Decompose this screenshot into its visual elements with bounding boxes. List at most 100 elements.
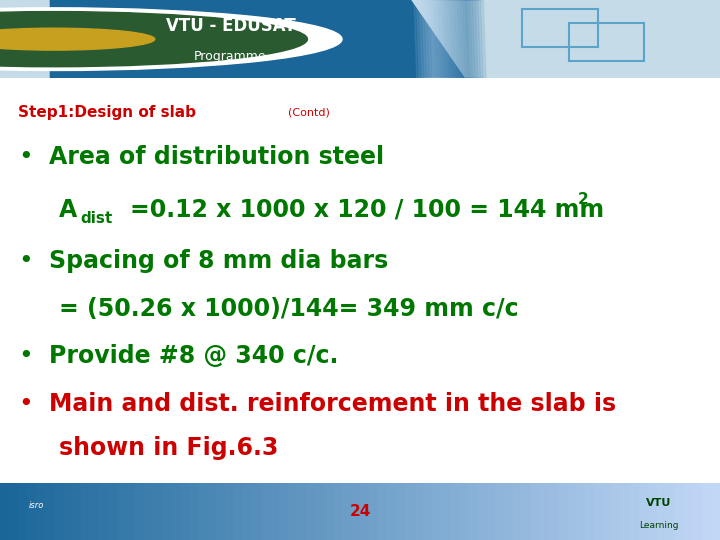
- Polygon shape: [50, 0, 464, 78]
- Bar: [576, 483, 585, 540]
- Bar: [144, 483, 153, 540]
- Bar: [459, 483, 468, 540]
- Text: •: •: [18, 248, 32, 273]
- Text: Main and dist. reinforcement in the slab is: Main and dist. reinforcement in the slab…: [49, 393, 616, 416]
- Polygon shape: [438, 0, 459, 78]
- Text: A: A: [59, 198, 77, 222]
- Text: Programme: Programme: [194, 50, 266, 63]
- Bar: [72, 483, 81, 540]
- Polygon shape: [465, 0, 486, 78]
- Bar: [108, 483, 117, 540]
- Text: •: •: [18, 344, 32, 368]
- Bar: [369, 483, 378, 540]
- Bar: [18, 483, 27, 540]
- Text: isro: isro: [28, 502, 44, 510]
- Text: 2: 2: [577, 192, 588, 207]
- Circle shape: [0, 11, 307, 67]
- Text: shown in Fig.6.3: shown in Fig.6.3: [59, 436, 279, 460]
- Bar: [234, 483, 243, 540]
- Bar: [243, 483, 252, 540]
- Bar: [225, 483, 234, 540]
- Bar: [585, 483, 594, 540]
- Bar: [639, 483, 648, 540]
- Bar: [189, 483, 198, 540]
- Polygon shape: [414, 0, 435, 78]
- Bar: [0, 483, 9, 540]
- Bar: [693, 483, 702, 540]
- Bar: [630, 483, 639, 540]
- Bar: [603, 483, 612, 540]
- Bar: [207, 483, 216, 540]
- Polygon shape: [457, 0, 478, 78]
- Polygon shape: [428, 0, 448, 78]
- Text: Spacing of 8 mm dia bars: Spacing of 8 mm dia bars: [49, 248, 388, 273]
- Bar: [441, 483, 450, 540]
- Polygon shape: [436, 0, 456, 78]
- Bar: [279, 483, 288, 540]
- Text: Step1:Design of slab: Step1:Design of slab: [18, 105, 196, 120]
- Bar: [684, 483, 693, 540]
- Bar: [477, 483, 486, 540]
- Text: =0.12 x 1000 x 120 / 100 = 144 mm: =0.12 x 1000 x 120 / 100 = 144 mm: [130, 198, 604, 222]
- Circle shape: [0, 8, 342, 71]
- Bar: [135, 483, 144, 540]
- Bar: [360, 483, 369, 540]
- Bar: [288, 483, 297, 540]
- Bar: [648, 483, 657, 540]
- Bar: [567, 483, 576, 540]
- Text: = (50.26 x 1000)/144= 349 mm c/c: = (50.26 x 1000)/144= 349 mm c/c: [59, 297, 518, 321]
- Bar: [513, 483, 522, 540]
- Bar: [306, 483, 315, 540]
- Bar: [153, 483, 162, 540]
- Bar: [594, 483, 603, 540]
- Bar: [414, 483, 423, 540]
- Bar: [396, 483, 405, 540]
- Text: VTU - EDUSAT: VTU - EDUSAT: [166, 17, 295, 35]
- Bar: [666, 483, 675, 540]
- Polygon shape: [454, 0, 475, 78]
- Bar: [342, 483, 351, 540]
- Bar: [531, 483, 540, 540]
- Bar: [198, 483, 207, 540]
- Polygon shape: [433, 0, 454, 78]
- Bar: [675, 483, 684, 540]
- Bar: [540, 483, 549, 540]
- Text: •: •: [18, 145, 32, 169]
- Text: VTU: VTU: [646, 498, 672, 508]
- Text: •: •: [18, 393, 32, 416]
- Polygon shape: [419, 0, 440, 78]
- Polygon shape: [430, 0, 451, 78]
- Polygon shape: [446, 0, 467, 78]
- Text: 24: 24: [349, 504, 371, 519]
- Bar: [486, 483, 495, 540]
- Bar: [261, 483, 270, 540]
- Bar: [621, 483, 630, 540]
- Polygon shape: [462, 0, 483, 78]
- Bar: [216, 483, 225, 540]
- Bar: [126, 483, 135, 540]
- Polygon shape: [452, 0, 472, 78]
- Bar: [117, 483, 126, 540]
- Polygon shape: [425, 0, 446, 78]
- Bar: [522, 483, 531, 540]
- Circle shape: [0, 28, 155, 50]
- Bar: [378, 483, 387, 540]
- Bar: [558, 483, 567, 540]
- Bar: [36, 483, 45, 540]
- Bar: [351, 483, 360, 540]
- Polygon shape: [417, 0, 438, 78]
- Bar: [423, 483, 432, 540]
- Bar: [504, 483, 513, 540]
- Bar: [315, 483, 324, 540]
- Text: Area of distribution steel: Area of distribution steel: [49, 145, 384, 169]
- Bar: [612, 483, 621, 540]
- Bar: [54, 483, 63, 540]
- Bar: [711, 483, 720, 540]
- Bar: [171, 483, 180, 540]
- Bar: [90, 483, 99, 540]
- Bar: [657, 483, 666, 540]
- Bar: [99, 483, 108, 540]
- Bar: [495, 483, 504, 540]
- Bar: [333, 483, 342, 540]
- Polygon shape: [441, 0, 462, 78]
